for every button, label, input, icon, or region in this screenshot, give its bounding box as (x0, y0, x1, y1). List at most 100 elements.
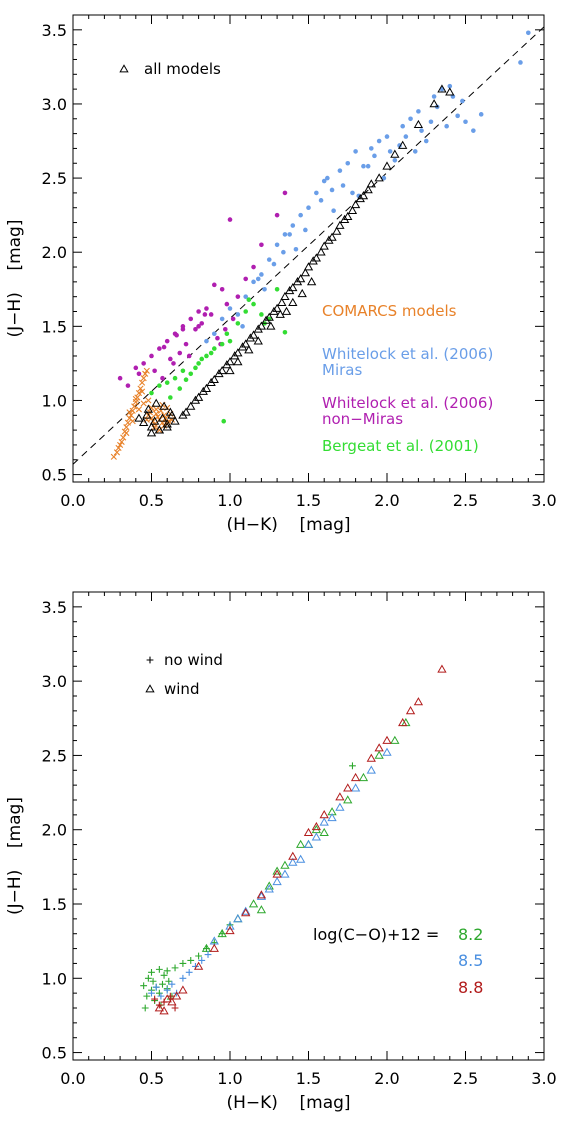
data-point (159, 401, 169, 410)
data-point (297, 288, 307, 298)
data-point (198, 957, 206, 964)
data-point (117, 441, 124, 449)
series-2 (117, 190, 288, 388)
data-point (366, 765, 376, 774)
data-point (142, 410, 152, 419)
data-point (350, 772, 361, 782)
data-point (350, 190, 355, 196)
data-point (186, 353, 192, 359)
data-point (225, 925, 235, 935)
data-point (374, 743, 384, 752)
data-point (437, 664, 447, 673)
data-point (145, 397, 152, 404)
data-point (172, 375, 178, 381)
data-point (193, 961, 204, 970)
data-point (219, 316, 225, 322)
data-point (159, 1006, 169, 1015)
data-point (241, 908, 251, 917)
data-point (110, 453, 117, 460)
data-point (163, 967, 171, 975)
data-point (151, 995, 159, 1003)
data-point (374, 750, 384, 759)
data-point (445, 87, 455, 96)
y-axis-label: (J−H) [mag] (5, 220, 25, 338)
data-point (168, 356, 173, 362)
data-point (165, 977, 173, 985)
data-point (251, 301, 256, 307)
data-point (374, 173, 384, 182)
data-point (290, 223, 296, 228)
data-point (298, 212, 303, 218)
data-point (264, 881, 274, 890)
data-point (358, 772, 369, 782)
data-point (251, 279, 256, 285)
data-point (193, 392, 204, 401)
data-point (136, 371, 142, 377)
series-0 (140, 762, 356, 1012)
data-point (413, 119, 424, 129)
data-point (202, 312, 208, 317)
data-point (327, 813, 337, 822)
series-5 (154, 664, 447, 1015)
data-point (153, 406, 160, 413)
data-point (405, 706, 416, 715)
data-point (126, 409, 133, 416)
data-point (259, 312, 264, 317)
data-point (170, 416, 180, 425)
data-point (227, 338, 233, 344)
data-point (366, 753, 376, 762)
data-point (222, 326, 228, 332)
data-point (168, 395, 173, 400)
data-point (208, 312, 214, 317)
data-point (381, 175, 387, 181)
data-point (384, 134, 390, 139)
data-point (225, 366, 235, 375)
data-point (272, 876, 282, 886)
data-point (149, 977, 157, 985)
data-point (151, 398, 161, 407)
data-point (416, 109, 421, 114)
data-point (358, 191, 369, 200)
data-point (282, 232, 288, 237)
data-point (248, 330, 259, 339)
data-point (152, 368, 157, 374)
data-point (123, 429, 130, 437)
data-point (264, 884, 274, 893)
series-2 (148, 951, 212, 1000)
data-point (390, 149, 400, 158)
data-point (133, 365, 139, 371)
data-point (390, 735, 400, 744)
data-point (199, 321, 205, 326)
data-point (255, 276, 261, 282)
data-point (253, 336, 263, 345)
data-point (183, 341, 189, 347)
data-point (188, 371, 194, 377)
data-point (155, 989, 163, 997)
data-point (392, 157, 398, 163)
bottom-chart-panel: 0.0 0.5 1.0 1.5 2.0 2.5 3.0 0.5 1.0 1.5 2.0 2.5 3.0 3… (5, 591, 557, 1113)
data-point (174, 332, 179, 338)
data-point (412, 149, 418, 154)
data-point (209, 374, 219, 384)
data-point (160, 971, 168, 979)
data-point (382, 161, 392, 170)
data-point (120, 434, 127, 441)
data-point (135, 389, 143, 397)
data-point (219, 341, 225, 347)
x-tick-label: 3.0 (531, 491, 556, 510)
data-point (282, 190, 288, 196)
data-point (140, 375, 147, 382)
data-point (478, 112, 484, 117)
data-point (140, 400, 147, 407)
data-point (209, 943, 219, 952)
data-point (244, 345, 254, 354)
data-point (259, 272, 264, 277)
data-point (347, 205, 358, 215)
data-point (295, 839, 306, 848)
data-point (128, 412, 135, 419)
data-point (233, 914, 243, 923)
data-point (227, 217, 233, 222)
top-chart-panel: 0.0 0.5 1.0 1.5 2.0 2.5 3.0 0.5 1.0 1.5 2.0 2.5 3.0 3… (5, 14, 557, 535)
data-point (274, 286, 280, 292)
